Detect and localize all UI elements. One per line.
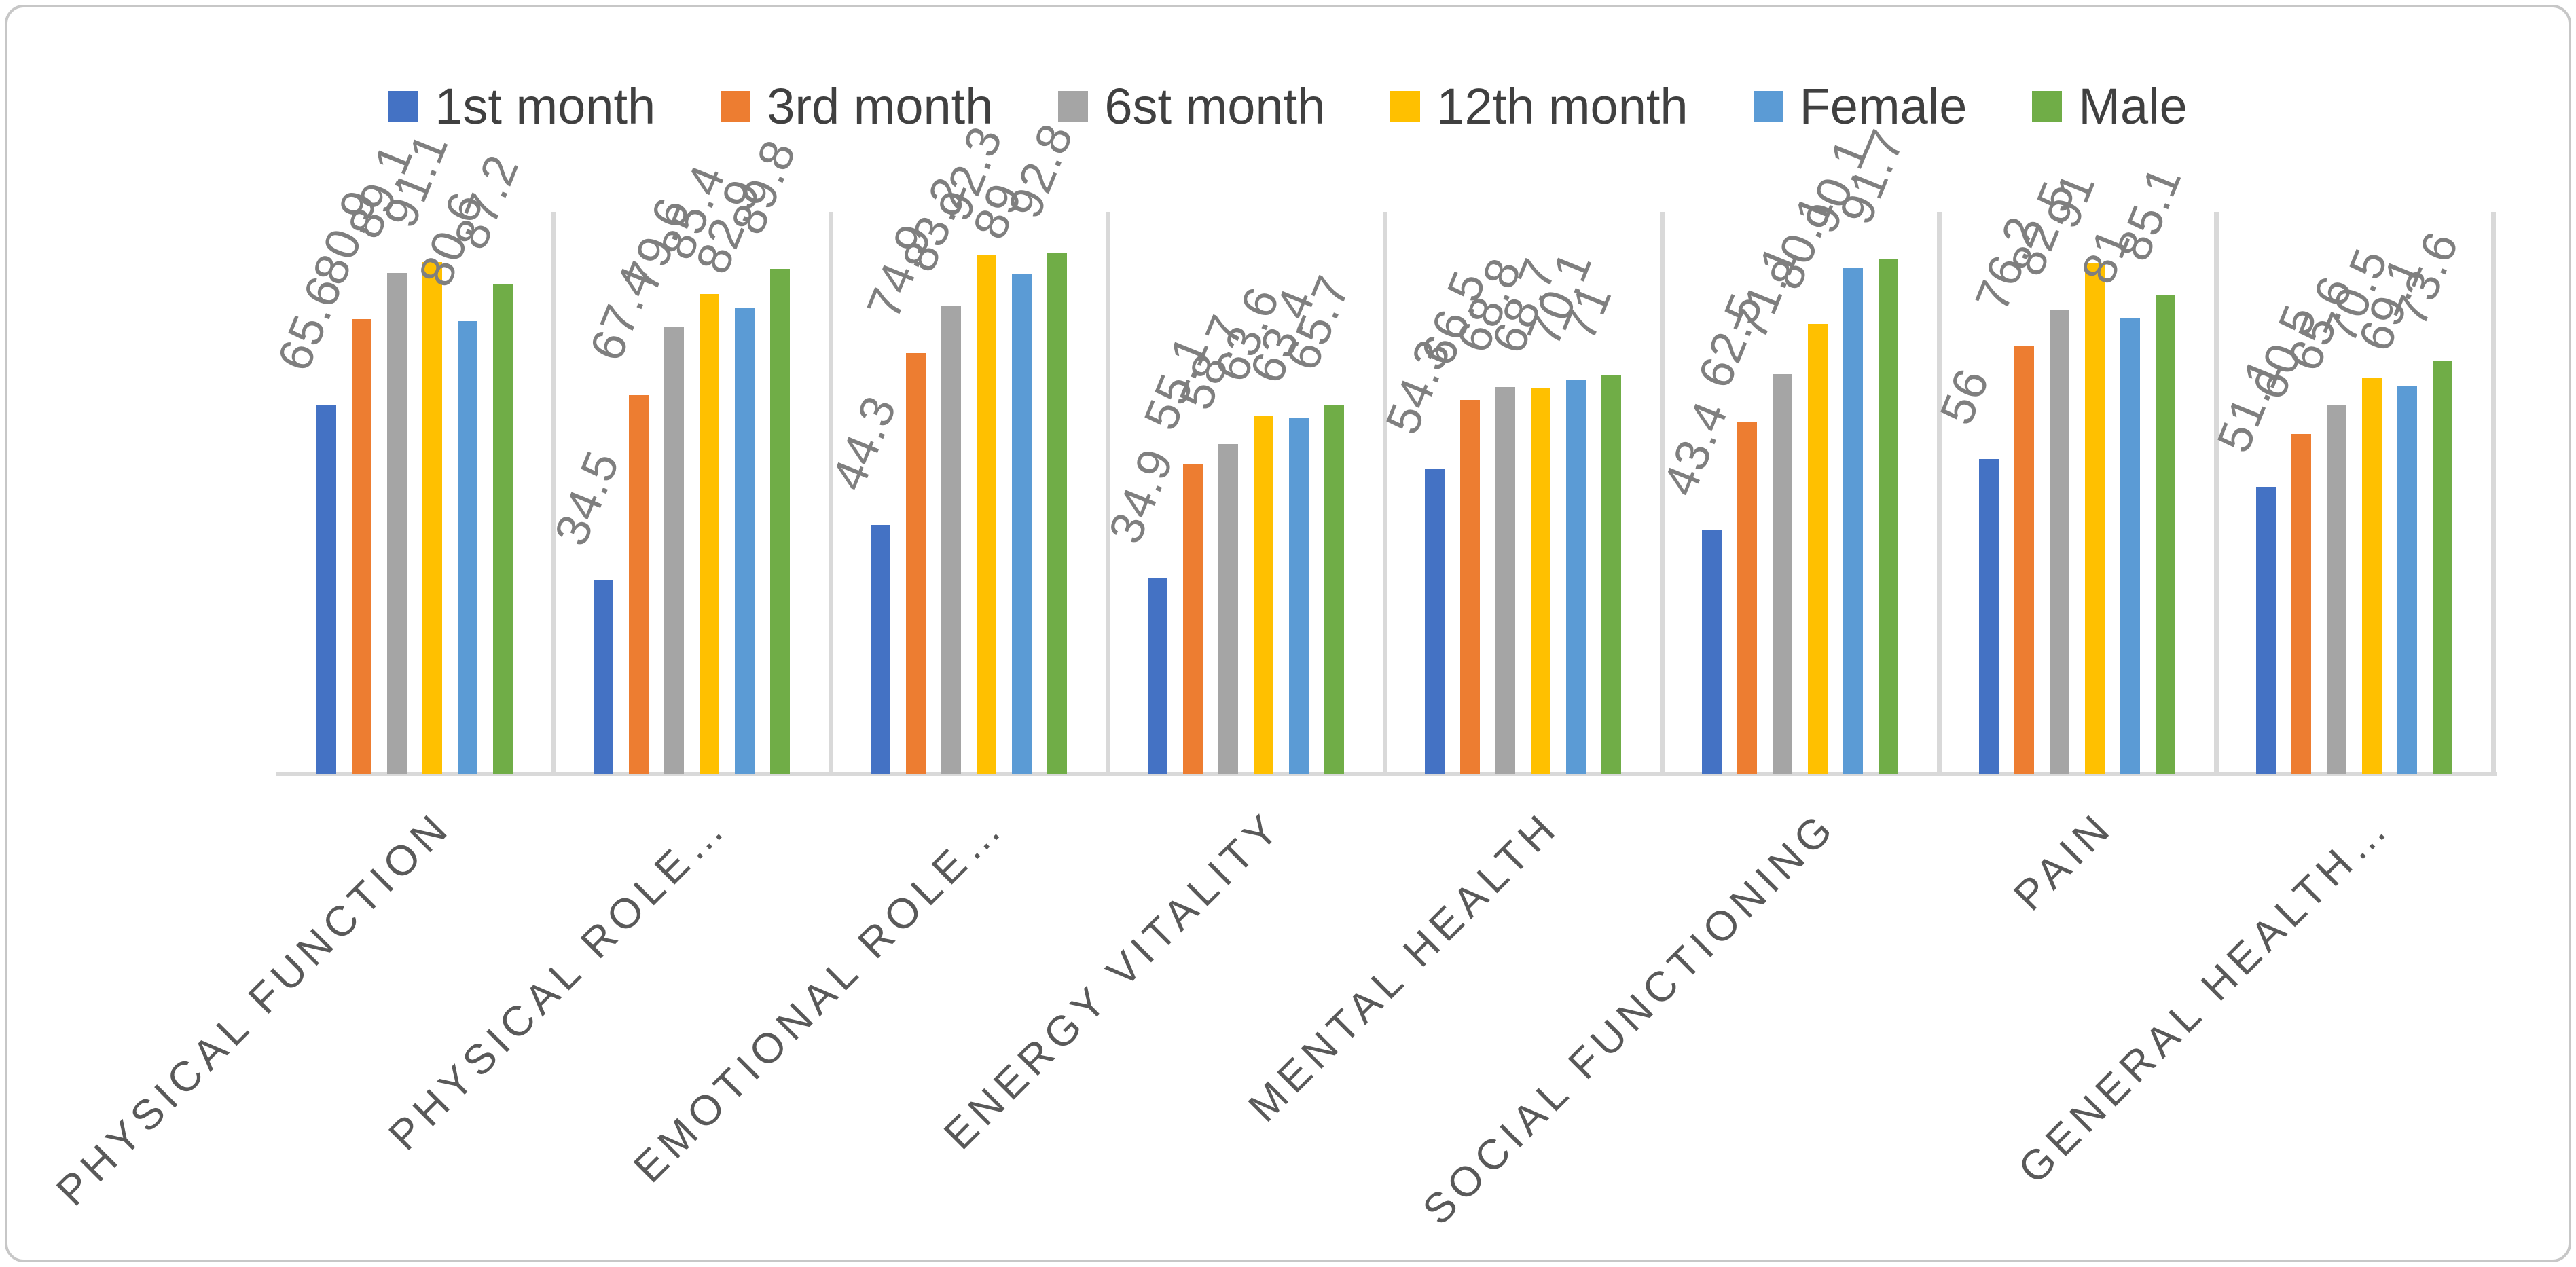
x-axis-category-label: MENTAL HEALTH [1239, 803, 1568, 1131]
bar-female-c1 [735, 308, 755, 774]
legend-item-male: Male [2032, 78, 2188, 134]
bar-3rd-month-c0 [352, 319, 371, 774]
category-gridline [1937, 212, 1942, 774]
bar-1st-month-c0 [316, 405, 336, 774]
bar-6st-month-c4 [1495, 387, 1515, 774]
bar-3rd-month-c4 [1460, 400, 1480, 774]
legend-item-female: Female [1753, 78, 1967, 134]
bar-3rd-month-c5 [1737, 422, 1757, 774]
legend-item-1st-month: 1st month [388, 81, 655, 132]
legend-label: 3rd month [767, 78, 994, 134]
bar-12th-month-c2 [977, 255, 996, 774]
bar-value-label: 73.6 [2383, 223, 2469, 333]
legend-item-3rd-month: 3rd month [721, 81, 993, 132]
legend-label: Male [2078, 78, 2188, 134]
bar-6st-month-c2 [941, 306, 961, 774]
bar-female-c7 [2397, 386, 2417, 774]
bar-male-c3 [1324, 405, 1344, 774]
bar-value-label: 43.4 [1652, 393, 1738, 503]
bar-value-label: 89.8 [721, 132, 806, 242]
bar-6st-month-c7 [2327, 405, 2346, 774]
bar-12th-month-c0 [422, 262, 442, 774]
bar-3rd-month-c1 [629, 395, 649, 774]
legend-swatch-icon [1753, 91, 1783, 122]
bar-12th-month-c3 [1254, 416, 1273, 774]
bar-12th-month-c7 [2362, 378, 2382, 774]
bar-male-c2 [1047, 253, 1067, 774]
chart-legend: 1st month 3rd month 6st month 12th month Fem… [0, 76, 2576, 137]
bar-value-label: 85.1 [2106, 158, 2192, 268]
bar-male-c1 [770, 269, 790, 774]
bar-1st-month-c3 [1148, 578, 1167, 774]
category-gridline [2491, 212, 2496, 774]
legend-item-12th-month: 12th month [1390, 81, 1688, 132]
bar-12th-month-c6 [2085, 263, 2105, 774]
bar-female-c5 [1843, 268, 1863, 774]
legend-swatch-icon [2032, 91, 2063, 122]
category-gridline [1383, 212, 1387, 774]
category-gridline [2214, 212, 2219, 774]
bar-male-c6 [2156, 295, 2175, 774]
x-axis-category-label: PHYSICAL FUNCTION [47, 803, 460, 1215]
bar-male-c0 [493, 284, 513, 774]
bar-3rd-month-c6 [2014, 346, 2034, 774]
bar-1st-month-c6 [1979, 459, 1999, 774]
bar-value-label: 87.2 [443, 147, 529, 257]
bar-6st-month-c0 [387, 273, 407, 774]
x-axis-line [276, 772, 2497, 776]
bar-female-c4 [1566, 380, 1586, 774]
bar-value-label: 34.9 [1098, 441, 1184, 551]
bar-6st-month-c1 [664, 327, 684, 774]
legend-label: Female [1799, 78, 1967, 134]
bar-value-label: 44.3 [821, 388, 907, 498]
legend-label: 6st month [1104, 78, 1326, 134]
bar-12th-month-c5 [1808, 324, 1828, 774]
category-gridline [1660, 212, 1665, 774]
bar-value-label: 34.5 [544, 443, 630, 553]
bar-male-c7 [2433, 361, 2452, 774]
legend-swatch-icon [1058, 91, 1089, 122]
bar-1st-month-c7 [2256, 487, 2276, 774]
bar-value-label: 56 [1929, 361, 1999, 432]
bar-1st-month-c5 [1702, 530, 1722, 774]
legend-label: 1st month [435, 78, 656, 134]
category-gridline [1106, 212, 1110, 774]
bar-female-c0 [458, 321, 477, 774]
legend-label: 12th month [1436, 78, 1688, 134]
category-gridline [829, 212, 833, 774]
bar-6st-month-c6 [2050, 310, 2069, 774]
bar-value-label: 65.7 [1275, 268, 1360, 378]
bar-3rd-month-c7 [2291, 434, 2311, 774]
bar-female-c2 [1012, 274, 1032, 774]
bar-6st-month-c5 [1773, 374, 1792, 774]
bar-3rd-month-c2 [906, 353, 926, 774]
category-gridline [551, 212, 556, 774]
bar-female-c6 [2120, 318, 2140, 774]
bar-1st-month-c2 [871, 525, 890, 774]
bar-male-c5 [1879, 259, 1898, 774]
bar-male-c4 [1601, 375, 1621, 774]
legend-swatch-icon [1390, 91, 1421, 122]
bar-3rd-month-c3 [1183, 464, 1203, 774]
x-axis-category-label: PAIN [2005, 803, 2122, 920]
legend-swatch-icon [388, 91, 419, 122]
bar-1st-month-c1 [594, 580, 613, 774]
bar-12th-month-c1 [700, 294, 719, 774]
bar-6st-month-c3 [1218, 444, 1238, 774]
legend-swatch-icon [721, 91, 751, 122]
legend-item-6st-month: 6st month [1058, 81, 1325, 132]
bar-1st-month-c4 [1425, 469, 1445, 774]
bar-12th-month-c4 [1531, 388, 1550, 774]
bar-female-c3 [1289, 418, 1309, 774]
